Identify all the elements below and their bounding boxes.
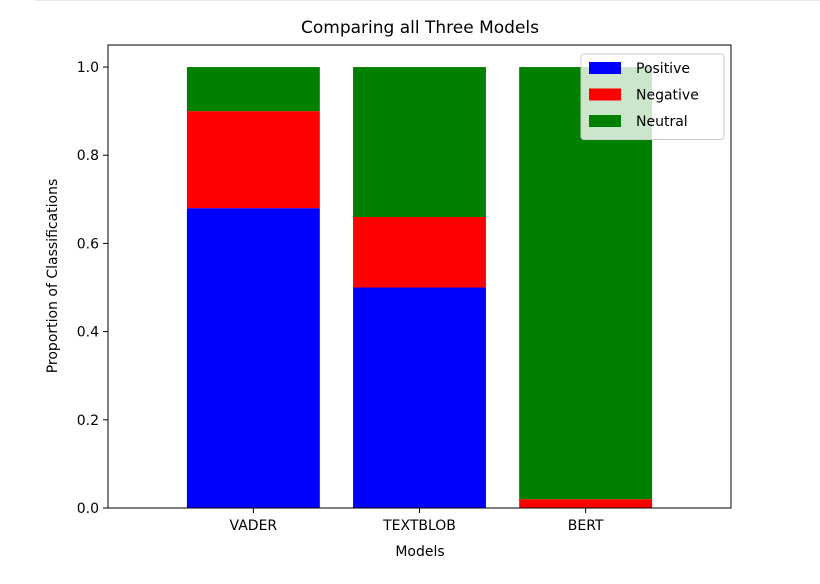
bar-positive-textblob (353, 287, 486, 508)
legend-swatch-positive (589, 62, 621, 74)
bar-negative-bert (519, 499, 653, 508)
legend: Positive Negative Neutral (580, 53, 725, 140)
legend-label-neutral: Neutral (636, 114, 688, 130)
legend-swatch-neutral (589, 115, 621, 127)
y-tick-label: 0.6 (77, 236, 99, 252)
bar-negative-vader (186, 111, 320, 209)
y-tick-label: 1.0 (77, 60, 99, 76)
y-tick-label: 0.4 (77, 325, 99, 341)
legend-label-negative: Negative (636, 88, 699, 104)
bar-negative-textblob (353, 216, 486, 288)
bar-positive-vader (186, 208, 320, 508)
x-axis-label: Models (395, 544, 444, 560)
chart-title: Comparing all Three Models (301, 18, 539, 38)
bar-neutral-vader (186, 67, 320, 112)
x-tick-label-textblob: TEXTBLOB (382, 518, 456, 534)
x-tick-label-vader: VADER (230, 518, 278, 534)
y-tick-label: 0.2 (77, 413, 99, 429)
legend-swatch-negative (589, 88, 621, 101)
y-axis: 0.0 0.2 0.4 0.6 0.8 1.0 (77, 60, 108, 517)
x-tick-label-bert: BERT (568, 518, 604, 534)
y-axis-label: Proportion of Classifications (45, 179, 61, 374)
legend-label-positive: Positive (636, 61, 690, 77)
x-axis: VADER TEXTBLOB BERT (230, 508, 604, 534)
y-tick-label: 0.0 (77, 501, 99, 517)
y-tick-label: 0.8 (77, 148, 99, 164)
bar-neutral-textblob (353, 67, 486, 217)
